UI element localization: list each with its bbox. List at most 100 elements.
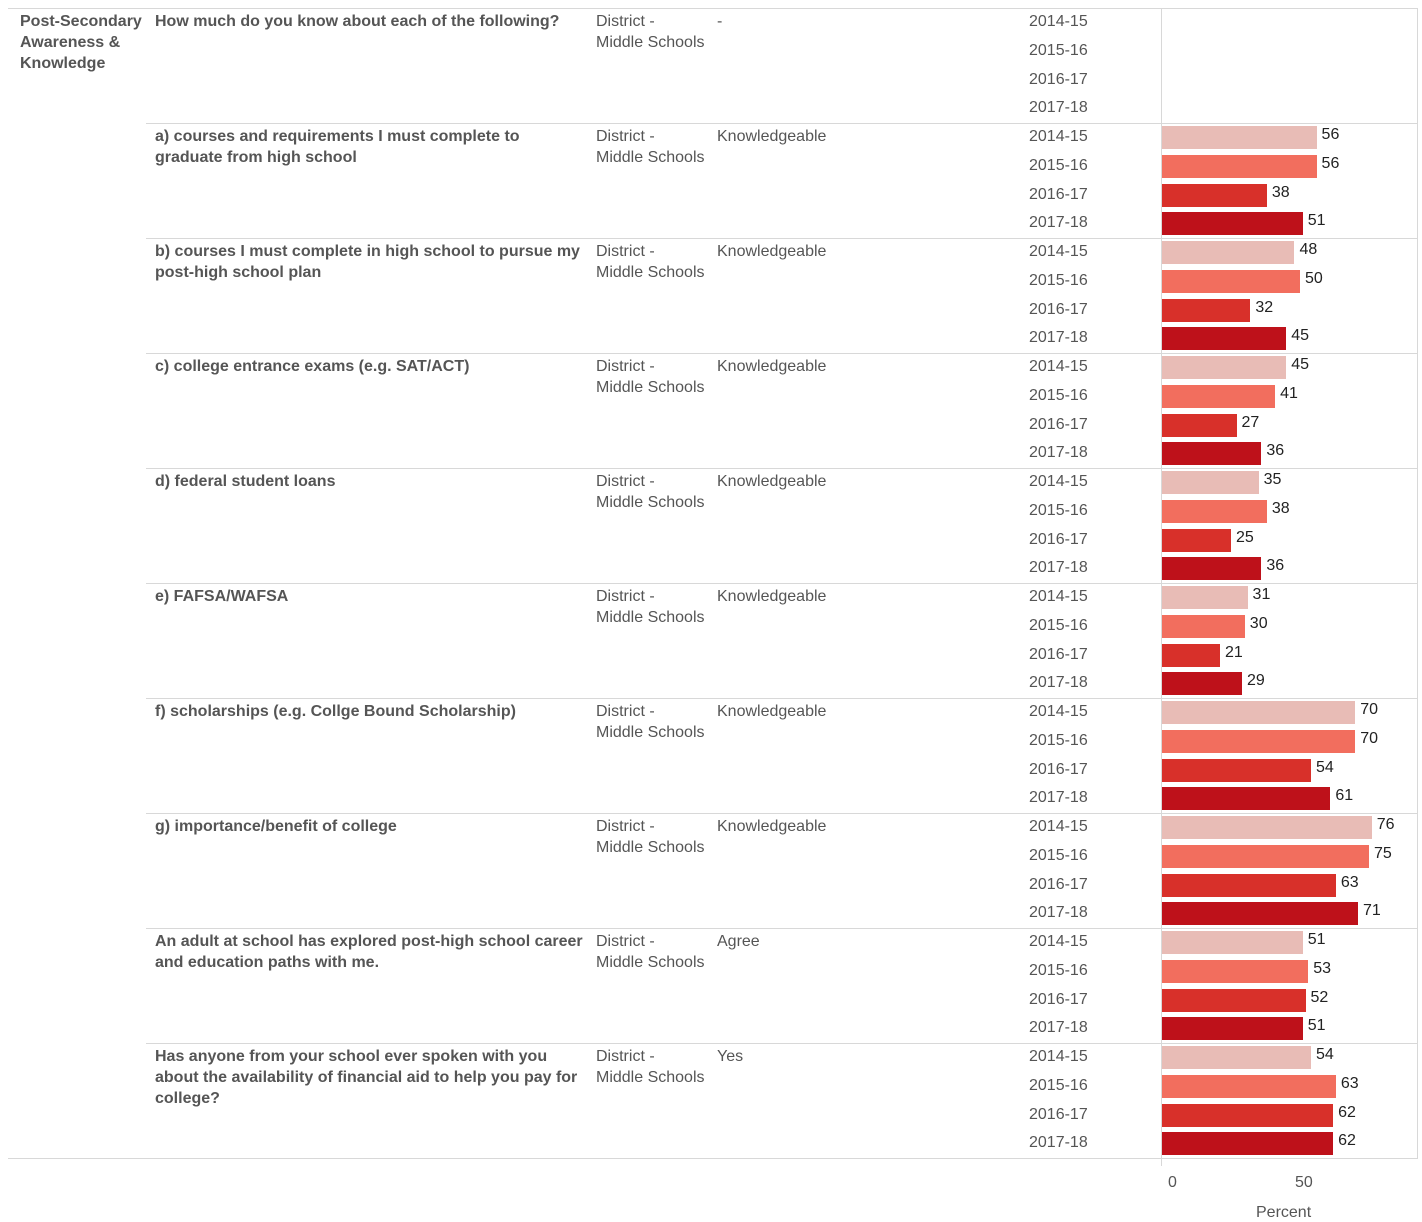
value-label: 25 (1236, 528, 1254, 546)
value-label: 62 (1338, 1103, 1356, 1121)
value-label: 70 (1360, 701, 1378, 718)
bar-2017-18 (1162, 442, 1262, 466)
grid-line-row (146, 583, 1418, 584)
value-label: 54 (1316, 758, 1334, 776)
year-label: 2016-17 (1029, 415, 1088, 433)
year-label: 2015-16 (1029, 961, 1088, 979)
group-label: District - Middle Schools (596, 703, 705, 741)
year-label: 2016-17 (1029, 1105, 1088, 1123)
grid-line-row (146, 813, 1418, 814)
x-axis-title: Percent (1256, 1204, 1312, 1221)
grid-line-row (146, 238, 1418, 239)
bar-2017-18 (1162, 212, 1303, 236)
value-label: 32 (1255, 298, 1274, 316)
year-label: 2014-15 (1029, 703, 1088, 720)
bar-2014-15 (1162, 471, 1259, 494)
value-label: 51 (1307, 212, 1326, 230)
bar-2016-17 (1162, 183, 1267, 207)
year-label: 2017-18 (1029, 214, 1088, 232)
x-tick-label: 0 (1168, 1174, 1177, 1191)
year-label: 2015-16 (1029, 731, 1088, 749)
value-label: 21 (1224, 643, 1243, 661)
bar-2014-15 (1162, 701, 1356, 724)
year-label: 2017-18 (1029, 1134, 1088, 1152)
value-label: 51 (1307, 931, 1326, 948)
value-label: 76 (1376, 816, 1395, 833)
category-label: Post-Secondary Awareness & Knowledge (20, 13, 142, 72)
value-label: 61 (1335, 787, 1354, 805)
value-label: 38 (1271, 499, 1290, 517)
year-label: 2017-18 (1029, 559, 1088, 577)
response-label: Knowledgeable (717, 358, 827, 375)
group-label: District - Middle Schools (596, 933, 705, 971)
question-label: An adult at school has explored post-hig… (155, 933, 583, 971)
value-label: 48 (1299, 241, 1318, 258)
grid-line-row (146, 468, 1418, 469)
year-label: 2017-18 (1029, 99, 1088, 117)
year-label: 2015-16 (1029, 616, 1088, 634)
year-label: 2014-15 (1029, 128, 1088, 145)
bar-2016-17 (1162, 298, 1251, 322)
bar-2016-17 (1162, 413, 1237, 437)
year-label: 2017-18 (1029, 329, 1088, 347)
bar-2014-15 (1162, 241, 1295, 264)
value-label: 50 (1305, 269, 1323, 287)
value-label: 56 (1321, 126, 1340, 143)
bar-2015-16 (1162, 1074, 1336, 1098)
group-label: District - Middle Schools (596, 128, 705, 166)
year-label: 2015-16 (1029, 846, 1088, 864)
value-label: 36 (1266, 442, 1285, 460)
bar-2017-18 (1162, 787, 1331, 811)
bar-2014-15 (1162, 586, 1248, 609)
grid-line-row (146, 353, 1418, 354)
year-label: 2014-15 (1029, 933, 1088, 950)
bar-2015-16 (1162, 154, 1317, 178)
year-label: 2016-17 (1029, 645, 1088, 663)
bar-2016-17 (1162, 643, 1220, 667)
year-label: 2016-17 (1029, 70, 1088, 88)
year-label: 2015-16 (1029, 386, 1088, 404)
year-label: 2014-15 (1029, 13, 1088, 30)
bar-2017-18 (1162, 327, 1287, 351)
group-label: District - Middle Schools (596, 818, 705, 856)
year-label: 2015-16 (1029, 271, 1088, 289)
year-label: 2017-18 (1029, 1019, 1088, 1037)
value-label: 52 (1310, 988, 1329, 1006)
year-label: 2014-15 (1029, 473, 1088, 490)
value-label: 75 (1374, 844, 1392, 862)
response-label: Knowledgeable (717, 473, 827, 490)
bar-2015-16 (1162, 269, 1300, 293)
group-label: District - Middle Schools (596, 243, 705, 281)
bar-2014-15 (1162, 1046, 1312, 1069)
year-label: 2017-18 (1029, 904, 1088, 922)
bar-2015-16 (1162, 614, 1245, 638)
value-label: 53 (1313, 959, 1332, 977)
bar-2016-17 (1162, 758, 1312, 782)
year-label: 2014-15 (1029, 818, 1088, 835)
bar-2016-17 (1162, 528, 1231, 552)
bar-2017-18 (1162, 557, 1262, 581)
x-tick-label: 50 (1295, 1174, 1313, 1191)
bar-2016-17 (1162, 873, 1336, 897)
value-label: 41 (1280, 384, 1298, 402)
group-label: District - Middle Schools (596, 588, 705, 626)
response-label: Knowledgeable (717, 128, 827, 145)
bar-2015-16 (1162, 729, 1356, 753)
year-label: 2016-17 (1029, 300, 1088, 318)
year-label: 2014-15 (1029, 243, 1088, 260)
response-label: Knowledgeable (717, 588, 827, 605)
value-label: 38 (1271, 183, 1290, 201)
value-label: 35 (1263, 471, 1282, 488)
value-label: 29 (1247, 672, 1265, 690)
question-label: g) importance/benefit of college (155, 818, 397, 835)
grid-line-bottom (8, 1158, 1418, 1159)
value-label: 63 (1340, 1074, 1359, 1092)
response-label: Knowledgeable (717, 243, 827, 260)
bar-2017-18 (1162, 1017, 1303, 1041)
grid-line-top (8, 8, 1418, 9)
question-label: Has anyone from your school ever spoken … (155, 1048, 578, 1107)
year-label: 2017-18 (1029, 444, 1088, 462)
group-label: District - Middle Schools (596, 358, 705, 396)
response-label: Agree (717, 933, 760, 950)
right-border-line (1417, 8, 1418, 1158)
